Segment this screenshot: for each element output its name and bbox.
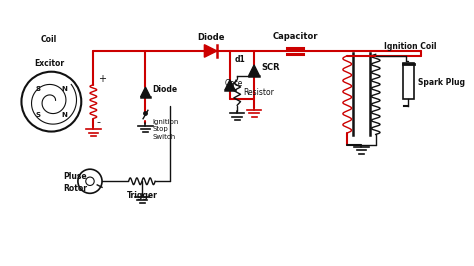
Text: Ignition Coil: Ignition Coil <box>384 42 437 51</box>
Polygon shape <box>225 80 235 90</box>
Text: d1: d1 <box>235 55 246 64</box>
Text: S: S <box>36 86 41 92</box>
Text: SCR: SCR <box>261 63 280 72</box>
Text: S: S <box>36 112 41 118</box>
Text: Pluse: Pluse <box>64 172 87 181</box>
Polygon shape <box>141 87 150 97</box>
Text: +: + <box>98 74 106 84</box>
Text: Ignition
Stop
Switch: Ignition Stop Switch <box>153 119 179 140</box>
Text: Diode: Diode <box>153 85 178 94</box>
Text: Diode: Diode <box>197 33 224 42</box>
Text: Coil: Coil <box>41 35 57 44</box>
Text: N: N <box>62 86 67 92</box>
Text: Excitor: Excitor <box>34 59 64 68</box>
Text: Resistor: Resistor <box>243 88 274 97</box>
Text: Spark Plug: Spark Plug <box>418 78 465 87</box>
Text: Rotor: Rotor <box>64 184 87 193</box>
Text: N: N <box>62 112 67 118</box>
Text: -: - <box>96 117 100 127</box>
Text: Gate: Gate <box>225 80 244 88</box>
Text: Capacitor: Capacitor <box>273 32 318 41</box>
Polygon shape <box>204 45 217 57</box>
Text: Trigger: Trigger <box>127 191 157 200</box>
Polygon shape <box>249 65 259 76</box>
